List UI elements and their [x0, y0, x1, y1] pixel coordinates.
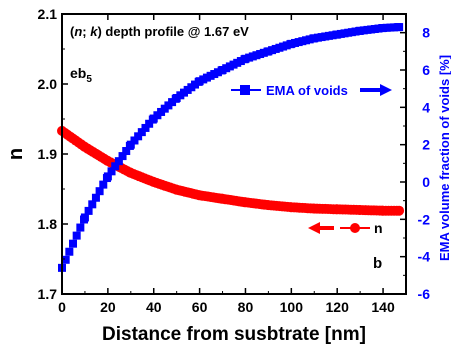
ema-voids-point	[395, 23, 404, 32]
ema-voids-point	[130, 136, 139, 145]
n-point	[394, 205, 405, 216]
y2-tick-label: 4	[422, 99, 430, 115]
y-tick-label: 1.8	[38, 216, 58, 232]
y2-tick-label: -6	[418, 286, 431, 302]
sample-label: eb5	[70, 65, 92, 85]
ema-voids-point	[65, 247, 74, 256]
ema-voids-point	[134, 132, 143, 141]
y-tick-label: 1.7	[38, 286, 58, 302]
ema-voids-point	[80, 213, 89, 222]
ema-voids-point	[95, 187, 104, 196]
y-tick-label: 1.9	[38, 146, 58, 162]
legend-n-label: n	[374, 220, 383, 236]
ema-voids-point	[114, 157, 123, 166]
ema-voids-point	[76, 223, 85, 232]
ema-voids-point	[122, 147, 131, 156]
axes-layer: 0 20 40 60 80 100 120 140 1.7 1.8 1.9 2.0 2.1 -6 -4 -2 0…	[38, 6, 431, 315]
x-axis-title: Distance from susbtrate [nm]	[102, 324, 366, 345]
ema-voids-point	[118, 152, 127, 161]
y2-tick-label: 2	[422, 137, 430, 153]
y2-tick-label: 6	[422, 62, 430, 78]
y-axis-title: n	[5, 148, 27, 160]
series-n	[57, 125, 405, 216]
x-tick-label: 120	[326, 299, 350, 315]
ema-voids-point	[61, 255, 70, 264]
legend-ema-marker	[240, 85, 250, 95]
legend-n-arrowhead	[308, 222, 320, 234]
ema-voids-point	[99, 180, 108, 189]
ema-voids-point	[91, 193, 100, 202]
panel-label: b	[373, 255, 382, 272]
legend-ema-arrowhead	[380, 84, 392, 96]
series-ema-voids	[58, 23, 404, 272]
ema-voids-point	[72, 231, 81, 240]
y2-tick-label: 8	[422, 25, 430, 41]
legend-n: n	[308, 220, 383, 236]
x-tick-label: 60	[192, 299, 208, 315]
ema-voids-point	[69, 239, 78, 248]
y2-tick-label: -2	[418, 211, 431, 227]
x-tick-label: 0	[58, 299, 66, 315]
ema-voids-point	[84, 206, 93, 215]
profile-annotation: (n; k) depth profile @ 1.67 eV	[70, 24, 249, 39]
x-tick-label: 100	[280, 299, 304, 315]
legend-ema-label: EMA of voids	[266, 83, 348, 98]
ema-voids-point	[88, 200, 97, 209]
ema-voids-point	[103, 172, 112, 181]
legend-n-marker	[350, 223, 360, 233]
x-tick-label: 140	[371, 299, 395, 315]
legend-ema: EMA of voids	[231, 83, 392, 98]
y-tick-label: 2.1	[38, 6, 58, 22]
ema-voids-point	[107, 167, 116, 176]
ema-voids-point	[126, 140, 135, 149]
ema-voids-point	[137, 128, 146, 137]
x-tick-label: 20	[100, 299, 116, 315]
y-tick-label: 2.0	[38, 76, 58, 92]
y2-axis-title: EMA volume fraction of voids [%]	[437, 55, 451, 261]
ema-voids-point	[111, 162, 120, 171]
series-layer	[57, 23, 405, 272]
y2-tick-label: -4	[418, 249, 431, 265]
x-tick-label: 80	[238, 299, 254, 315]
ema-voids-point	[141, 123, 150, 132]
ema-voids-point	[145, 119, 154, 128]
y2-tick-label: 0	[422, 174, 430, 190]
plot-frame	[61, 13, 407, 295]
x-tick-label: 40	[146, 299, 162, 315]
